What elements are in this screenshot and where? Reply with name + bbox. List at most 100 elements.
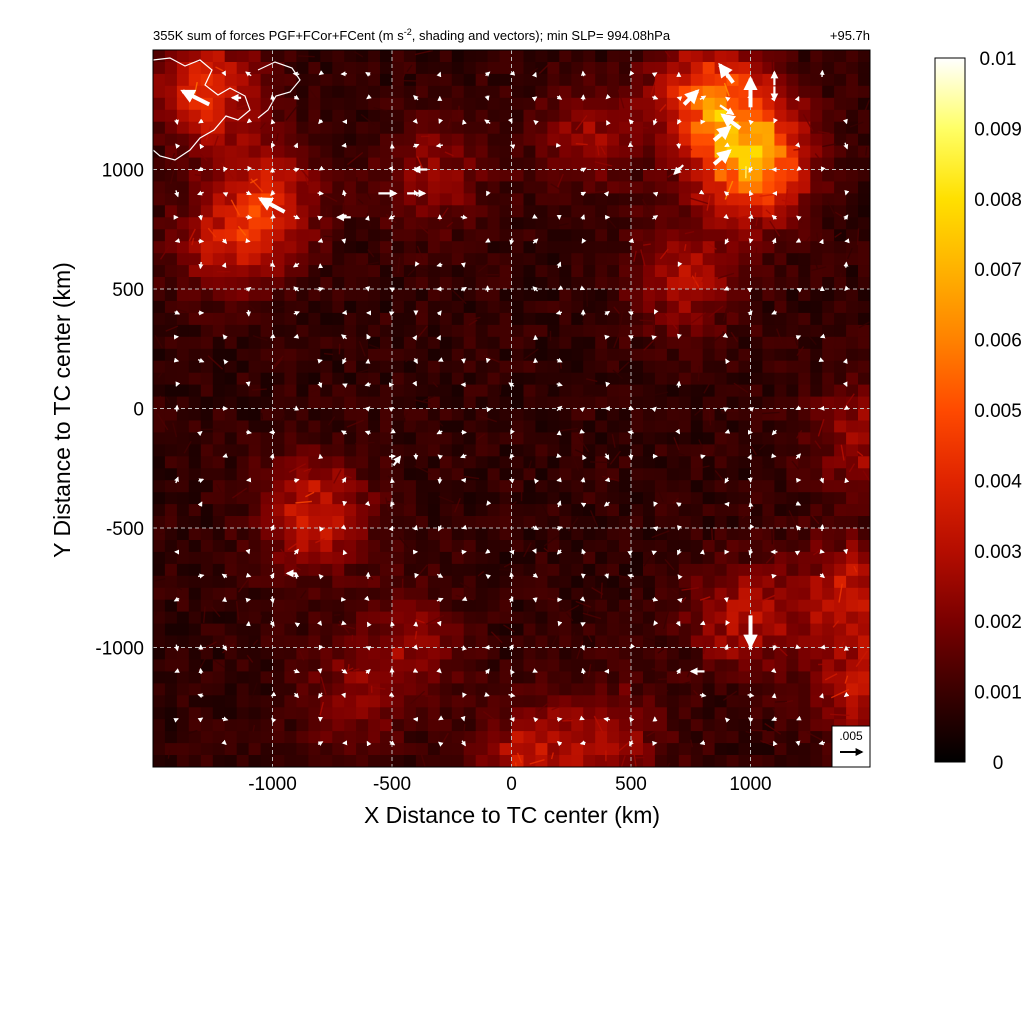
heat-cell xyxy=(774,599,787,613)
heat-cell xyxy=(284,719,297,732)
heat-cell xyxy=(248,551,261,565)
heat-cell xyxy=(284,635,297,648)
heat-cell xyxy=(666,504,680,517)
heat-cell xyxy=(702,563,716,577)
heat-streak xyxy=(470,316,481,321)
heat-cell xyxy=(762,133,775,147)
vector-arrow-small xyxy=(604,334,610,340)
heat-cell xyxy=(690,755,704,767)
heat-streak xyxy=(499,568,519,572)
heat-cell xyxy=(284,121,297,135)
heat-cell xyxy=(583,540,596,553)
heat-cell xyxy=(212,289,226,302)
heat-cell xyxy=(176,432,190,445)
heat-cell xyxy=(690,444,704,457)
heat-cell xyxy=(619,360,632,374)
heat-cell xyxy=(595,480,608,493)
vector-arrow-small xyxy=(341,668,348,674)
vector-arrow-small xyxy=(581,548,587,555)
heat-cell xyxy=(260,360,273,374)
heat-cell xyxy=(678,468,692,481)
heat-cell xyxy=(499,408,512,421)
heat-streak xyxy=(596,137,600,156)
heat-cell xyxy=(176,755,190,767)
heat-cell xyxy=(427,707,441,720)
heat-cell xyxy=(714,312,727,326)
heat-cell xyxy=(475,635,489,648)
heat-cell xyxy=(248,563,261,577)
heat-cell xyxy=(595,97,608,111)
colorbar: 0.010.0090.0080.0070.0060.0050.0040.0030… xyxy=(934,49,1022,774)
heat-cell xyxy=(200,420,214,433)
heat-cell xyxy=(487,480,500,493)
vector-arrow-small xyxy=(342,383,348,388)
heat-cell xyxy=(738,97,751,111)
heat-cell xyxy=(248,217,261,230)
heat-cell xyxy=(499,492,512,505)
heat-cell xyxy=(607,289,620,302)
heat-cell xyxy=(511,504,524,517)
heat-streak xyxy=(706,195,711,211)
heat-cell xyxy=(439,289,453,302)
heat-cell xyxy=(547,241,560,254)
vector-arrow-small xyxy=(412,524,418,531)
heat-cell xyxy=(523,659,536,672)
heat-cell xyxy=(344,372,357,386)
heat-streak xyxy=(691,275,700,288)
heat-cell xyxy=(678,50,692,63)
heat-cell xyxy=(200,683,214,696)
heat-cell xyxy=(499,599,512,613)
heat-cell xyxy=(631,528,644,541)
colorbar-tick-label: 0 xyxy=(993,753,1004,774)
heat-cell xyxy=(380,575,393,589)
heat-cell xyxy=(212,157,226,170)
vector-arrow-small xyxy=(484,71,491,77)
heat-cell xyxy=(344,360,357,374)
heat-cell xyxy=(284,289,297,302)
heat-cell xyxy=(762,456,775,469)
heat-cell xyxy=(451,336,465,350)
heat-cell xyxy=(595,241,608,254)
heat-cell xyxy=(248,743,261,756)
vector-arrow-small xyxy=(485,357,491,364)
heat-cell xyxy=(822,265,835,278)
heat-streak xyxy=(793,148,800,151)
x-tick-label: 0 xyxy=(506,774,517,795)
heat-cell xyxy=(176,205,190,218)
heat-cell xyxy=(559,480,572,493)
heat-cell xyxy=(224,348,238,362)
heat-cell xyxy=(248,396,261,409)
heat-cell xyxy=(332,647,345,660)
heat-cell xyxy=(607,241,620,254)
heat-cell xyxy=(188,551,202,565)
heat-cell xyxy=(153,50,166,63)
heat-streak xyxy=(322,193,338,203)
heat-cell xyxy=(164,277,178,290)
heat-cell xyxy=(583,145,596,158)
heat-cell xyxy=(798,671,811,684)
heat-cell xyxy=(200,468,214,481)
heat-cell xyxy=(619,635,632,648)
heat-cell xyxy=(786,432,799,445)
heat-cell xyxy=(619,432,632,445)
heat-cell xyxy=(475,169,489,182)
heat-cell xyxy=(643,348,656,362)
colorbar-tick-label: 0.004 xyxy=(974,471,1022,492)
heat-cell xyxy=(332,300,345,314)
heat-cell xyxy=(619,241,632,254)
heat-cell xyxy=(272,181,285,194)
heat-cell xyxy=(523,695,536,708)
heat-cell xyxy=(547,62,560,75)
heat-cell xyxy=(403,312,417,326)
heat-cell xyxy=(284,671,297,684)
heat-cell xyxy=(559,289,572,302)
heat-cell xyxy=(356,384,369,397)
heat-cell xyxy=(356,336,369,350)
heat-cell xyxy=(643,396,656,409)
heat-cell xyxy=(678,265,692,278)
heat-cell xyxy=(678,205,692,218)
heat-cell xyxy=(834,85,847,99)
heat-cell xyxy=(487,635,500,648)
heat-cell xyxy=(523,671,536,684)
heat-streak xyxy=(191,237,195,246)
